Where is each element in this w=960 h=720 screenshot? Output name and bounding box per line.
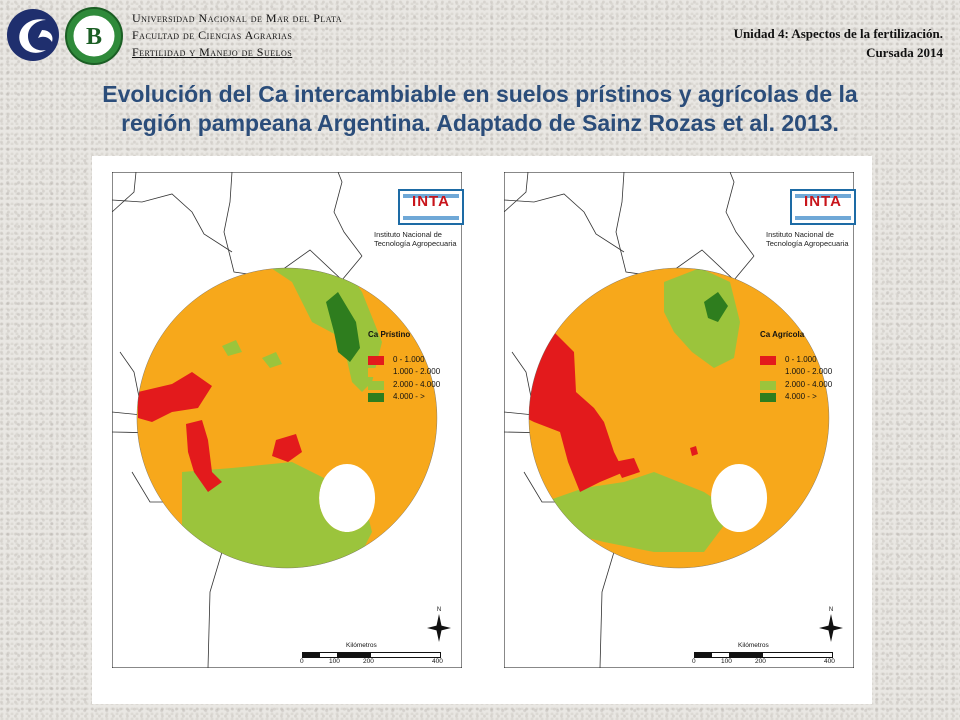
legend-swatch-3 [368,392,384,402]
slide-title: Evolución del Ca intercambiable en suelo… [0,80,960,138]
scale-tick: 400 [824,658,835,665]
north-arrow-icon: N [816,604,846,644]
faculty-badge-icon: B [64,6,124,66]
class-0-1000-west [528,332,624,492]
inta-logo: INTA [790,189,856,225]
slide-title-line1: Evolución del Ca intercambiable en suelo… [102,81,858,107]
legend-swatch-1 [760,368,776,378]
badge-letter: B [86,24,102,50]
scale-bar-graphic [302,652,441,658]
class-0-1000-east [272,434,302,462]
legend: Ca Agrícola 0 - 1.000 1.000 - 2.000 2.00… [760,330,860,404]
inta-logo: INTA [398,189,464,225]
inta-caption: Instituto Nacional de Tecnología Agropec… [374,230,474,248]
unit-block: Unidad 4: Aspectos de la fertilización. … [734,24,943,62]
class-2000-4000-north [262,268,382,392]
scale-title: Kilómetros [738,642,769,649]
map-canvas [112,172,462,668]
class-0-1000-west [138,372,212,422]
scale-tick: 0 [692,658,696,665]
legend-label: 4.000 - > [393,391,425,401]
inta-caption-line1: Instituto Nacional de [374,230,442,239]
legend-swatch-1 [368,368,384,378]
legend-swatch-3 [760,392,776,402]
legend-swatch-2 [368,380,384,390]
university-crest-icon [6,8,60,62]
ca-agricola-layer [528,268,829,568]
unit-title: Unidad 4: Aspectos de la fertilización. [733,26,943,41]
course-name: Fertilidad y Manejo de Suelos [132,45,293,59]
class-2000-4000-south [544,472,734,552]
legend-swatch-0 [368,356,384,365]
legend-title: Ca Agrícola [760,330,805,339]
legend-row: 2.000 - 4.000 [368,380,468,392]
legend-row: 2.000 - 4.000 [760,380,860,392]
legend-row: 0 - 1.000 [760,355,860,367]
university-name: Universidad Nacional de Mar del Plata [132,11,343,25]
legend-swatch-2 [760,380,776,390]
inta-logo-text: INTA [804,193,842,210]
legend-label: 1.000 - 2.000 [785,367,833,377]
faculty-name: Facultad de Ciencias Agrarias [132,28,293,42]
inta-logo-text: INTA [412,193,450,210]
scale-bar-graphic [694,652,833,658]
class-2000-4000-north [664,268,740,368]
cursada-label: Cursada 2014 [866,45,943,60]
ca-pristino-layer [136,268,437,568]
map-ca-pristino: INTA Instituto Nacional de Tecnología Ag… [112,172,464,668]
legend-swatch-0 [760,356,776,365]
legend-row: 1.000 - 2.000 [368,367,468,379]
legend-label: 2.000 - 4.000 [393,379,441,389]
scale-tick: 100 [329,658,340,665]
map-ca-agricola: INTA Instituto Nacional de Tecnología Ag… [504,172,856,668]
legend-label: 4.000 - > [785,391,817,401]
legend-row: 0 - 1.000 [368,355,468,367]
legend-label: 2.000 - 4.000 [785,379,833,389]
scale-tick: 200 [363,658,374,665]
slide-title-line2: región pampeana Argentina. Adaptado de S… [121,110,839,136]
inta-caption-line2: Tecnología Agropecuaria [766,239,849,248]
figure-panel: INTA Instituto Nacional de Tecnología Ag… [92,156,872,704]
legend-row: 4.000 - > [368,392,468,404]
university-block: Universidad Nacional de Mar del Plata Fa… [132,10,342,61]
inta-caption: Instituto Nacional de Tecnología Agropec… [766,230,866,248]
scale-tick: 0 [300,658,304,665]
inta-caption-line2: Tecnología Agropecuaria [374,239,457,248]
north-label: N [437,607,441,613]
legend-row: 4.000 - > [760,392,860,404]
legend: Ca Prístino 0 - 1.000 1.000 - 2.000 2.00… [368,330,468,404]
map-canvas [504,172,854,668]
legend-label: 0 - 1.000 [393,355,425,364]
legend-label: 0 - 1.000 [785,355,817,364]
class-4000-region [704,292,728,322]
scale-tick: 200 [755,658,766,665]
north-arrow-icon: N [424,604,454,644]
legend-label: 1.000 - 2.000 [393,367,441,377]
class-4000-region [326,292,360,362]
inta-caption-line1: Instituto Nacional de [766,230,834,239]
legend-row: 1.000 - 2.000 [760,367,860,379]
legend-title: Ca Prístino [368,330,411,339]
north-label: N [829,607,833,613]
scale-title: Kilómetros [346,642,377,649]
class-0-1000-center [186,420,222,492]
scale-tick: 100 [721,658,732,665]
scale-tick: 400 [432,658,443,665]
